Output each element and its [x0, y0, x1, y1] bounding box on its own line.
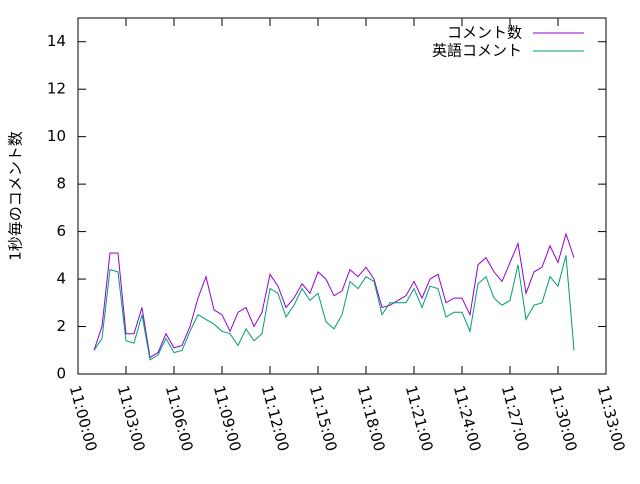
y-tick-label: 6 — [56, 222, 66, 240]
y-tick-label: 8 — [56, 175, 66, 193]
x-tick-label: 11:30:00 — [546, 384, 581, 454]
y-axis-label: 1秒毎のコメント数 — [7, 131, 25, 261]
x-tick-label: 11:15:00 — [306, 384, 341, 454]
x-tick-label: 11:21:00 — [402, 384, 437, 454]
y-tick-label: 14 — [47, 32, 66, 50]
x-tick-label: 11:18:00 — [354, 384, 389, 454]
x-tick-label: 11:33:00 — [594, 384, 629, 454]
data-line — [93, 232, 575, 359]
y-tick-label: 12 — [47, 80, 66, 98]
x-tick-label: 11:12:00 — [258, 384, 293, 454]
x-tick-label: 11:03:00 — [114, 384, 149, 454]
plot-border — [77, 17, 607, 375]
x-tick-label: 11:06:00 — [162, 384, 197, 454]
legend-label: コメント数 — [447, 24, 522, 42]
y-tick-label: 2 — [56, 317, 66, 335]
legend-label: 英語コメント — [432, 42, 522, 60]
y-tick-label: 10 — [47, 127, 66, 145]
x-tick-label: 11:09:00 — [210, 384, 245, 454]
x-tick-label: 11:24:00 — [450, 384, 485, 454]
y-tick-label: 4 — [56, 270, 66, 288]
data-line — [93, 255, 575, 361]
y-tick-label: 0 — [56, 365, 66, 383]
x-tick-label: 11:27:00 — [498, 384, 533, 454]
x-tick-label: 11:00:00 — [66, 384, 101, 454]
